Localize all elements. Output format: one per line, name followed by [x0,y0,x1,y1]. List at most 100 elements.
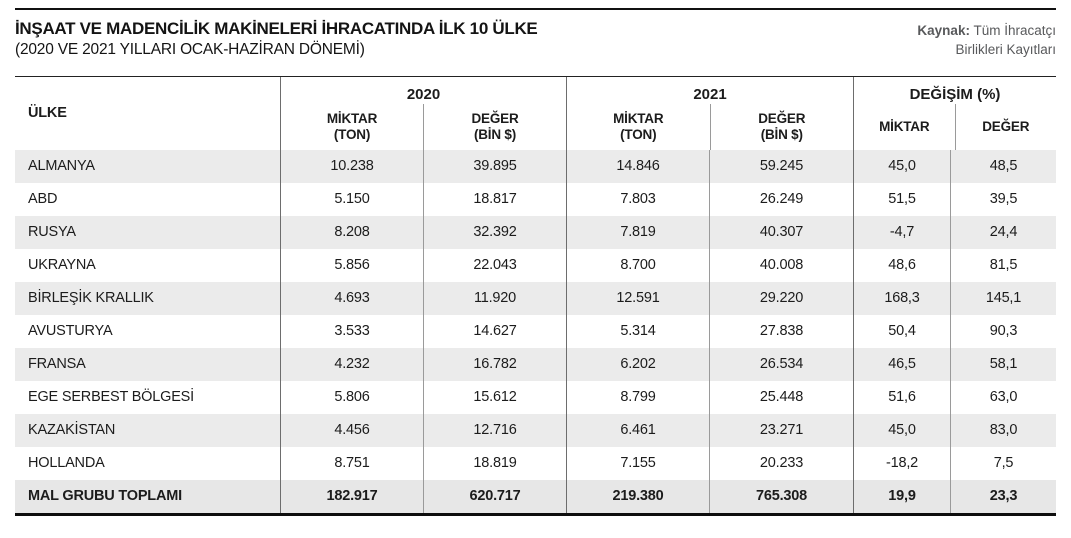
value-cell: 27.838 [709,314,853,348]
source-line1: Tüm İhracatçı [973,23,1056,38]
subheader-line1: DEĞER [758,110,806,126]
column-header-2020-miktar: MİKTAR (TON) [281,104,423,150]
value-cell: 23.271 [709,413,853,447]
value-cell: 4.693 [280,281,423,315]
table-row-total: MAL GRUBU TOPLAMI 182.917 620.717 219.38… [15,479,1056,513]
group-label-2020: 2020 [406,86,441,103]
subheader-line2: (TON) [620,126,657,142]
value-cell: 12.591 [566,281,709,315]
page-title: İNŞAAT VE MADENCİLİK MAKİNELERİ İHRACATI… [15,19,538,38]
column-header-country: ÜLKE [28,105,67,122]
value-cell: 7.803 [566,182,709,216]
top-rule [15,8,1056,10]
value-cell: 48,6 [853,248,950,282]
table-row: FRANSA 4.232 16.782 6.202 26.534 46,5 58… [15,347,1056,381]
table-row: EGE SERBEST BÖLGESİ 5.806 15.612 8.799 2… [15,380,1056,414]
value-cell: 7,5 [950,446,1056,480]
value-cell: 4.456 [280,413,423,447]
table-row: ALMANYA 10.238 39.895 14.846 59.245 45,0… [15,149,1056,183]
value-cell: 39,5 [950,182,1056,216]
table-header: ÜLKE 2020 MİKTAR (TON) DEĞER (BİN $) 202… [15,77,1056,150]
table-row: BİRLEŞİK KRALLIK 4.693 11.920 12.591 29.… [15,281,1056,315]
value-cell: 8.208 [280,215,423,249]
value-cell: 6.461 [566,413,709,447]
subheader-line1: MİKTAR [613,110,664,126]
value-cell: 16.782 [423,347,566,381]
value-cell: 5.856 [280,248,423,282]
subheader-line2: (TON) [333,126,371,142]
value-cell: 25.448 [709,380,853,414]
subheader-line1: DEĞER [982,118,1030,134]
value-cell: 18.819 [423,446,566,480]
country-cell: FRANSA [28,356,86,372]
value-cell: 32.392 [423,215,566,249]
value-cell: 168,3 [853,281,950,315]
value-cell: 83,0 [950,413,1056,447]
value-cell: 40.307 [709,215,853,249]
value-cell: 24,4 [950,215,1056,249]
table-row: HOLLANDA 8.751 18.819 7.155 20.233 -18,2… [15,446,1056,480]
value-cell: 48,5 [950,149,1056,183]
column-group-2021: 2021 MİKTAR (TON) DEĞER (BİN $) [566,77,853,150]
column-group-2020: 2020 MİKTAR (TON) DEĞER (BİN $) [280,77,566,150]
value-cell: 7.155 [566,446,709,480]
value-cell: 40.008 [709,248,853,282]
value-cell: 90,3 [950,314,1056,348]
value-cell: 46,5 [853,347,950,381]
value-cell: 11.920 [423,281,566,315]
value-cell: 7.819 [566,215,709,249]
country-cell: ABD [28,191,58,207]
country-cell: EGE SERBEST BÖLGESİ [28,389,194,405]
value-cell: 10.238 [280,149,423,183]
subheader-row-2021: MİKTAR (TON) DEĞER (BİN $) [567,104,853,150]
value-cell: 23,3 [950,479,1056,513]
value-cell: 81,5 [950,248,1056,282]
value-cell: 19,9 [853,479,950,513]
value-cell: 765.308 [709,479,853,513]
country-cell: KAZAKİSTAN [28,422,116,438]
subheader-row-2020: MİKTAR (TON) DEĞER (BİN $) [281,104,566,150]
value-cell: 15.612 [423,380,566,414]
value-cell: 18.817 [423,182,566,216]
value-cell: 5.314 [566,314,709,348]
source-line2: Birlikleri Kayıtları [955,41,1056,57]
table-row: ABD 5.150 18.817 7.803 26.249 51,5 39,5 [15,182,1056,216]
column-header-2021-miktar: MİKTAR (TON) [567,104,710,150]
group-label-degisim: DEĞİŞİM (%) [909,86,1001,103]
value-cell: 5.806 [280,380,423,414]
value-cell: 63,0 [950,380,1056,414]
column-header-degisim-deger: DEĞER [954,104,1057,150]
table-body: ALMANYA 10.238 39.895 14.846 59.245 45,0… [15,149,1056,513]
source-note: Kaynak: Tüm İhracatçı Birlikleri Kayıtla… [917,22,1056,60]
value-cell: 58,1 [950,347,1056,381]
value-cell: 20.233 [709,446,853,480]
column-header-2020-deger: DEĞER (BİN $) [423,104,566,150]
country-cell: MAL GRUBU TOPLAMI [28,488,182,504]
value-cell: 12.716 [423,413,566,447]
country-cell: UKRAYNA [28,257,96,273]
group-label-2021: 2021 [693,86,727,103]
value-cell: 14.846 [566,149,709,183]
value-cell: -4,7 [853,215,950,249]
column-group-degisim: DEĞİŞİM (%) MİKTAR DEĞER [853,77,1056,150]
data-table: ÜLKE 2020 MİKTAR (TON) DEĞER (BİN $) 202… [15,76,1056,516]
column-header-degisim-miktar: MİKTAR [854,104,955,150]
value-cell: 29.220 [709,281,853,315]
title-block: İNŞAAT VE MADENCİLİK MAKİNELERİ İHRACATI… [15,18,538,60]
table-row: KAZAKİSTAN 4.456 12.716 6.461 23.271 45,… [15,413,1056,447]
value-cell: 14.627 [423,314,566,348]
value-cell: 8.751 [280,446,423,480]
table-row: UKRAYNA 5.856 22.043 8.700 40.008 48,6 8… [15,248,1056,282]
value-cell: 50,4 [853,314,950,348]
value-cell: 51,6 [853,380,950,414]
value-cell: 182.917 [280,479,423,513]
subheader-line1: MİKTAR [326,110,378,126]
table-row: RUSYA 8.208 32.392 7.819 40.307 -4,7 24,… [15,215,1056,249]
value-cell: 45,0 [853,149,950,183]
country-cell: RUSYA [28,224,76,240]
value-cell: 45,0 [853,413,950,447]
source-label: Kaynak: [917,23,970,38]
country-cell: HOLLANDA [28,455,105,471]
country-cell: ALMANYA [28,158,95,174]
